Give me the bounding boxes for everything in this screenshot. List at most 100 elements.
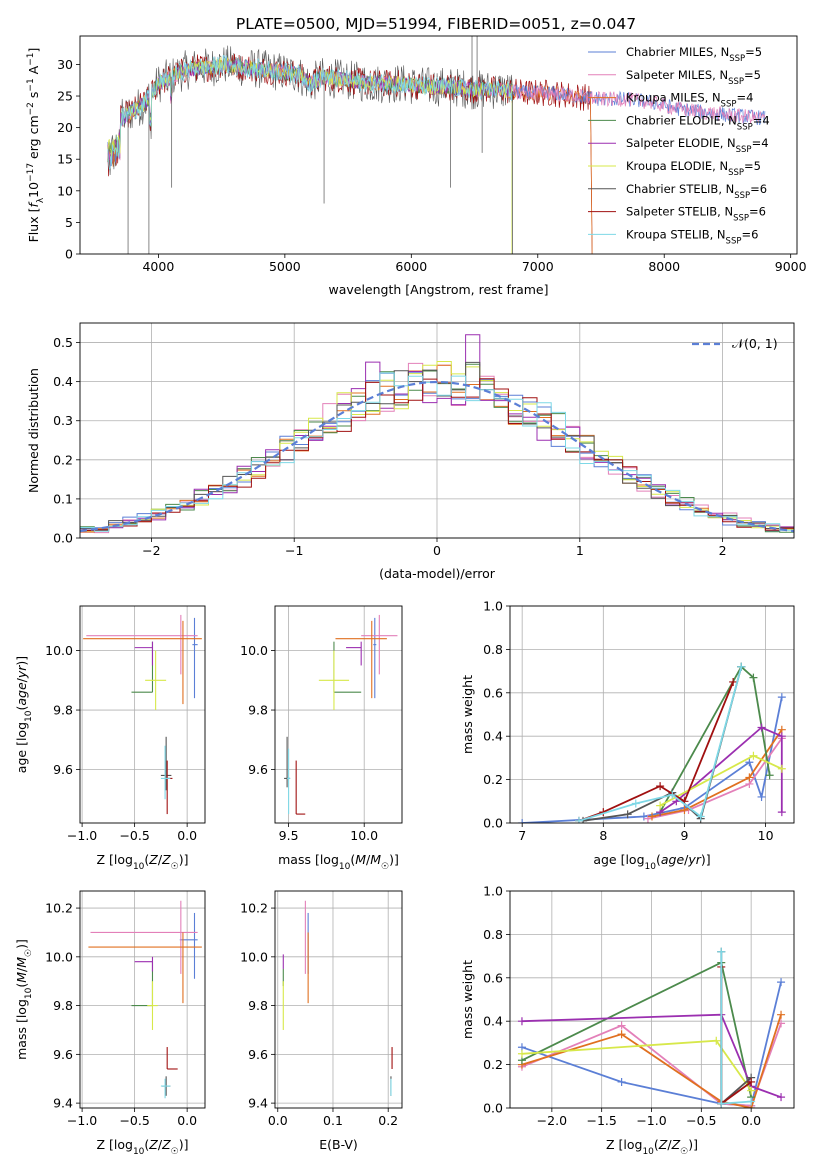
label-part: E(B-V) [319,1137,358,1152]
plot-area [88,900,202,1099]
y-tick-label: 10.0 [240,949,268,964]
legend-tail: =4 [752,136,769,150]
label-part: )] [179,852,189,867]
label-part: / [158,1137,163,1152]
y-tick-label: 9.4 [248,1096,268,1111]
x-tick-label: 7000 [522,259,554,274]
y-axis-label: mass weight [460,675,475,754]
legend-tail: =4 [753,113,770,127]
weight-marker [777,1010,786,1019]
histogram-5 [80,361,794,532]
weight-marker [777,732,786,741]
plot-area [107,36,766,254]
y-axis-label: mass weight [460,960,475,1039]
weight-marker [757,723,766,732]
label-part: age [14,682,29,706]
y-tick-label: 9.8 [53,998,73,1013]
y-tick-label: 0.1 [53,491,73,506]
legend-label: Chabrier ELODIE, NSSP=4 [626,113,770,132]
panel-mass_vs_Z: −1.0 −0.5 0.09.49.69.810.010.2Z [log10(Z/Z… [14,890,206,1157]
y-tick-label: 1.0 [483,884,503,899]
weight-marker [747,1077,756,1086]
y-tick-label: 0.0 [53,531,73,546]
weight-marker [656,801,665,810]
label-part: λ [36,197,46,203]
x-tick-label: 0.2 [378,1113,398,1128]
weight-marker [747,1086,756,1095]
weight-marker [623,810,632,819]
legend-tail: =5 [745,45,762,59]
legend-text: Chabrier ELODIE, N [626,113,737,127]
label-part: ] [26,48,41,53]
y-tick-label: 0.2 [53,452,73,467]
weight-marker [668,790,677,799]
x-tick-label: 0.0 [741,1113,761,1128]
legend-label: Salpeter STELIB, NSSP=6 [626,205,766,224]
label-part: yr [14,665,29,679]
x-tick-label: −1 [285,543,303,558]
y-tick-label: 0.8 [483,927,503,942]
x-tick-label: −2.0 [537,1113,567,1128]
label-part: f [26,202,41,208]
figure-title: PLATE=0500, MJD=51994, FIBERID=0051, z=0… [236,15,636,33]
x-axis-label: E(B-V) [319,1137,358,1152]
x-tick-label: 0.0 [177,828,197,843]
y-tick-label: 0.3 [53,413,73,428]
label-part: ( [144,852,149,867]
label-part: 10 [133,862,145,872]
label-part: / [14,967,29,972]
y-tick-label: 25 [57,89,73,104]
label-part: mass [log [14,999,29,1060]
weight-marker [617,1077,626,1086]
label-part: 10 [645,862,657,872]
label-part: 10 [26,182,41,198]
spectrum-line [107,53,593,254]
legend-text: Salpeter MILES, N [626,68,728,82]
x-tick-label: 0.0 [268,1113,288,1128]
label-part: ( [350,852,355,867]
label-part: 10 [133,1147,145,1157]
x-tick-label: −1.0 [67,1113,97,1128]
legend-sub: SSP [737,122,753,132]
x-tick-label: 0.0 [177,1113,197,1128]
y-axis-label: age [log10(age/yr)] [14,656,34,773]
axes-frame [509,890,795,1109]
legend-label: Chabrier STELIB, NSSP=6 [626,182,767,201]
legend-tail: =6 [750,182,767,196]
plot-area [517,947,786,1108]
x-axis-label: Z [log10(Z/Z☉)] [606,1137,698,1157]
y-tick-label: 20 [57,120,73,135]
y-tick-label: 9.8 [248,703,268,718]
axes-frame [274,890,403,1109]
label-part: )] [701,852,711,867]
x-axis-label: Z [log10(Z/Z☉)] [96,1137,188,1157]
x-tick-label: −1.0 [636,1113,666,1128]
axes-frame [509,605,795,824]
label-part: Flux [ [26,208,41,243]
panel-spectrum: 4000 5000 6000 7000 8000 9000 0 5 10 15 20 25 30 wave… [26,35,807,297]
legend-sub: SSP [733,214,749,224]
legend-label: Salpeter MILES, NSSP=5 [626,68,761,87]
x-tick-label: 0.1 [323,1113,343,1128]
label-part: M [14,972,29,983]
legend-text: Kroupa STELIB, N [626,227,726,241]
x-tick-label: 6000 [395,259,427,274]
weight-marker [757,792,766,801]
weight-marker [643,814,652,823]
y-axis-label: Normed distribution [26,368,41,493]
x-tick-label: 2 [719,543,727,558]
axes-frame [79,35,798,255]
x-tick-label: 9 [680,828,688,843]
legend-label: Chabrier MILES, NSSP=5 [626,45,762,64]
label-part: mass [log [278,852,339,867]
label-part: (data-model)/error [379,566,496,581]
label-part: −1 [26,52,36,65]
weight-marker [680,805,689,814]
y-tick-label: 9.6 [53,1047,73,1062]
weight-marker [696,812,705,821]
weight-marker [777,808,786,817]
label-part: wavelength [Angstrom, rest frame] [328,282,548,297]
y-tick-label: 0.4 [483,729,503,744]
